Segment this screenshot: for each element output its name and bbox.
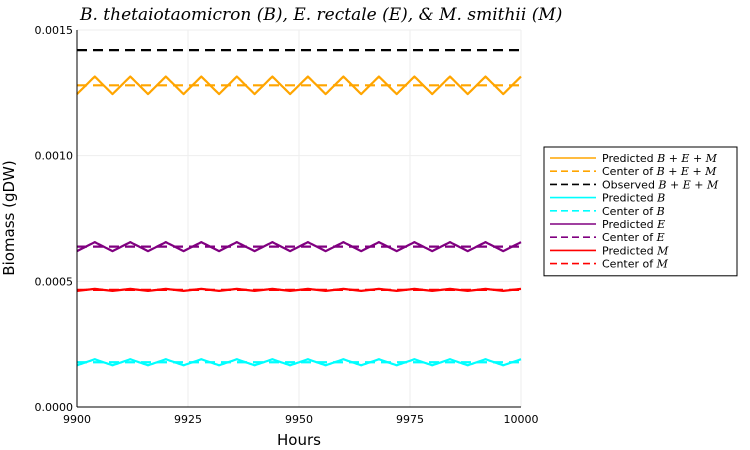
chart-title: B. thetaiotaomicron (B), E. rectale (E),… (79, 5, 562, 25)
y-tick-label: 0.0015 (35, 24, 74, 37)
series-line (76, 75, 522, 96)
x-tick-label: 10000 (504, 413, 539, 426)
legend-label: Observed B + E + M (602, 178, 719, 191)
tick-labels: 9900 9925 9950 9975 10000 0.0000 0.0005 0.0010 0… (35, 24, 539, 426)
axes (76, 30, 521, 408)
y-tick-label: 0.0005 (35, 275, 74, 288)
series-line (76, 358, 522, 367)
legend-label: Center of B + E + M (602, 165, 717, 178)
legend-label: Predicted E (602, 218, 665, 231)
legend-label: Center of M (602, 258, 669, 271)
y-axis-label: Biomass (gDW) (0, 160, 18, 275)
legend-label: Center of B (602, 205, 665, 218)
x-axis-label: Hours (277, 431, 321, 449)
x-tick-label: 9900 (63, 413, 91, 426)
legend-label: Predicted M (602, 244, 669, 257)
x-tick-label: 9975 (396, 413, 424, 426)
legend-label: Center of E (602, 231, 665, 244)
x-tick-label: 9950 (285, 413, 313, 426)
y-tick-label: 0.0010 (35, 150, 74, 163)
x-tick-label: 9925 (174, 413, 202, 426)
y-tick-label: 0.0000 (35, 401, 74, 414)
series-group (76, 49, 522, 367)
legend-label: Predicted B (602, 192, 665, 205)
legend-label: Predicted B + E + M (602, 152, 718, 165)
series-line (76, 241, 522, 253)
